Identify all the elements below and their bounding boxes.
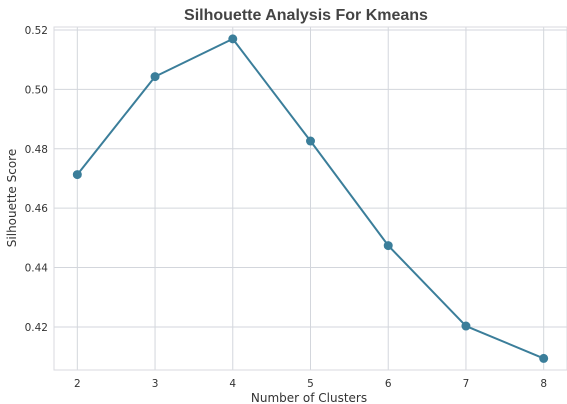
data-point [461, 321, 471, 331]
x-axis-label: Number of Clusters [251, 391, 367, 404]
chart-title: Silhouette Analysis For Kmeans [184, 7, 428, 24]
x-tick-label: 5 [307, 378, 314, 390]
x-tick-label: 3 [152, 378, 159, 390]
data-point [306, 136, 315, 146]
plot-area-frame [53, 26, 567, 371]
y-tick-label: 0.42 [25, 322, 48, 334]
y-tick-labels: 0.42 0.44 0.46 0.48 0.50 0.52 [25, 25, 49, 334]
y-tick-label: 0.46 [25, 203, 49, 215]
y-tick-label: 0.52 [25, 25, 48, 37]
x-tick-label: 8 [540, 378, 547, 390]
data-point [383, 241, 393, 251]
x-tick-labels: 2 3 4 5 6 7 8 [74, 378, 547, 390]
y-tick-label: 0.44 [25, 263, 49, 275]
grid-lines [54, 27, 567, 370]
data-series [72, 34, 549, 363]
data-point [72, 170, 82, 180]
x-tick-label: 2 [74, 378, 81, 390]
data-point [228, 34, 238, 44]
data-point [539, 353, 549, 363]
x-tick-label: 7 [463, 378, 470, 390]
y-axis-label: Silhouette Score [5, 149, 19, 247]
x-tick-label: 4 [229, 378, 236, 390]
data-point [150, 72, 160, 82]
y-tick-label: 0.48 [25, 144, 48, 156]
y-tick-label: 0.50 [25, 84, 48, 96]
x-tick-label: 6 [385, 378, 392, 390]
